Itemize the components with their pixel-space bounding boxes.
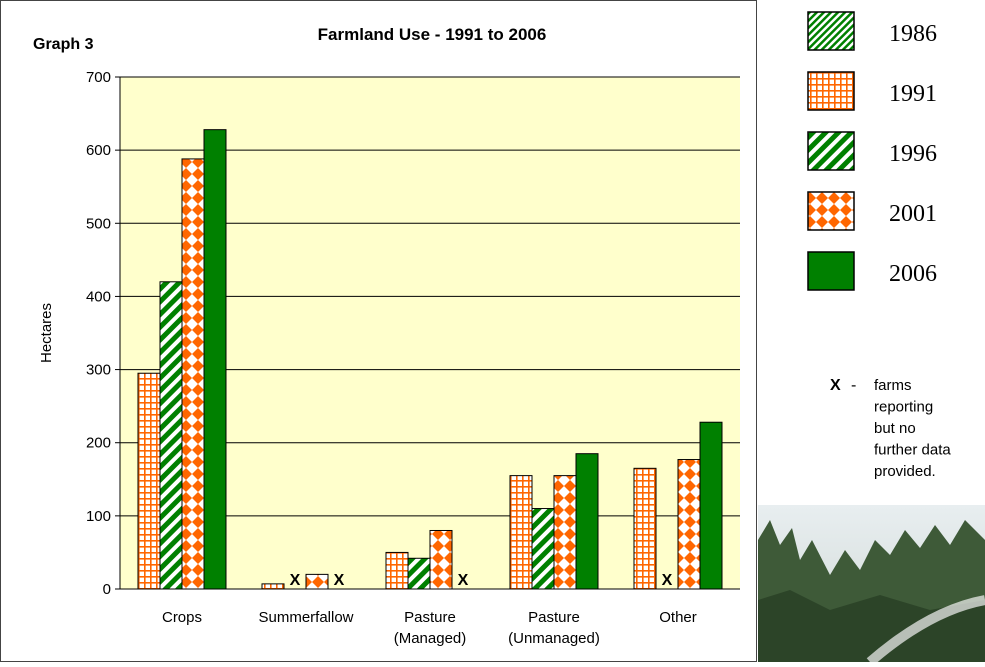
chart-title: Farmland Use - 1991 to 2006 [318, 25, 547, 44]
y-tick-label: 600 [86, 142, 111, 159]
bar [677, 459, 701, 590]
note-line: further data [874, 442, 951, 459]
legend-label: 1991 [889, 81, 937, 107]
bar [385, 551, 409, 590]
value-label: X [458, 572, 469, 589]
x-tick-label: Pasture (Unmanaged) [508, 609, 600, 647]
value-label: X [290, 572, 301, 589]
bar [159, 281, 183, 590]
bar [407, 557, 431, 590]
legend-swatch [807, 71, 855, 111]
legend-label: 2001 [889, 201, 937, 227]
y-tick-label: 400 [86, 288, 111, 305]
x-tick-label: Crops [162, 609, 202, 626]
bar [137, 372, 161, 590]
legend-swatch [807, 11, 855, 51]
x-tick-label: Pasture (Managed) [394, 609, 467, 647]
y-tick-label: 300 [86, 362, 111, 379]
value-label: X [334, 572, 345, 589]
bar [699, 421, 723, 590]
bar [633, 467, 657, 590]
note-line: provided. [874, 463, 936, 480]
bar [553, 475, 577, 590]
graph-label: Graph 3 [33, 36, 94, 53]
bar [261, 583, 285, 590]
legend-swatch [807, 131, 855, 171]
bar [203, 129, 227, 590]
legend-swatch [807, 191, 855, 231]
bar [305, 573, 329, 590]
legend-swatch [807, 251, 855, 291]
x-tick-label: Other [659, 609, 697, 626]
bar [429, 529, 453, 590]
bar [181, 158, 205, 590]
bar [531, 508, 555, 590]
legend-label: 1996 [889, 141, 937, 167]
y-tick-label: 200 [86, 435, 111, 452]
y-axis-title: Hectares [38, 303, 55, 363]
y-tick-label: 0 [103, 581, 111, 598]
note-separator: - [851, 377, 856, 394]
photo [758, 505, 985, 666]
bar [575, 453, 599, 590]
note-line: but no [874, 420, 916, 437]
note-marker: X [830, 377, 841, 394]
y-tick-label: 700 [86, 69, 111, 86]
y-tick-label: 500 [86, 215, 111, 232]
x-tick-label: Summerfallow [258, 609, 353, 626]
note-line: reporting [874, 399, 933, 416]
y-tick-label: 100 [86, 508, 111, 525]
note-line: farms [874, 377, 912, 394]
legend-label: 1986 [889, 21, 937, 47]
legend-label: 2006 [889, 261, 937, 287]
value-label: X [662, 572, 673, 589]
bar [509, 475, 533, 590]
